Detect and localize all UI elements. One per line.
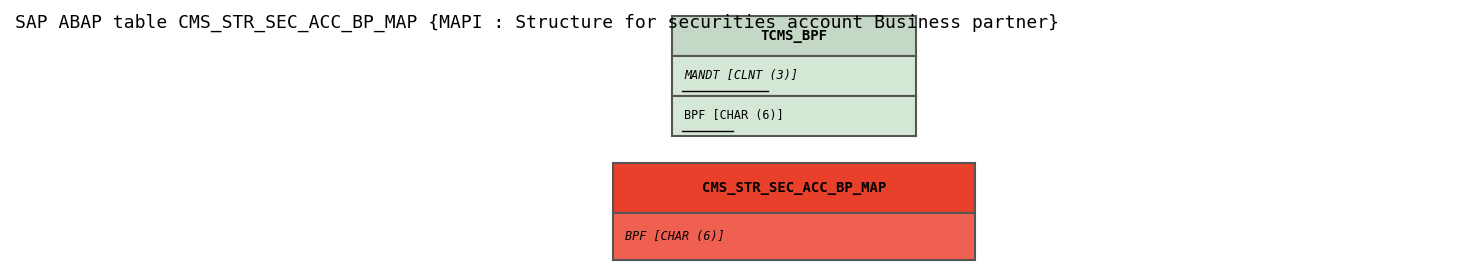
Text: CMS_STR_SEC_ACC_BP_MAP: CMS_STR_SEC_ACC_BP_MAP <box>702 181 886 195</box>
Text: BPF [CHAR (6)]: BPF [CHAR (6)] <box>684 109 784 122</box>
Text: SAP ABAP table CMS_STR_SEC_ACC_BP_MAP {MAPI : Structure for securities account B: SAP ABAP table CMS_STR_SEC_ACC_BP_MAP {M… <box>15 14 1059 32</box>
FancyBboxPatch shape <box>613 213 975 260</box>
FancyBboxPatch shape <box>672 96 916 136</box>
FancyBboxPatch shape <box>672 16 916 56</box>
FancyBboxPatch shape <box>672 56 916 96</box>
FancyBboxPatch shape <box>613 163 975 213</box>
Text: BPF [CHAR (6)]: BPF [CHAR (6)] <box>625 230 725 243</box>
Text: MANDT [CLNT (3)]: MANDT [CLNT (3)] <box>684 69 798 82</box>
Text: TCMS_BPF: TCMS_BPF <box>761 29 827 43</box>
